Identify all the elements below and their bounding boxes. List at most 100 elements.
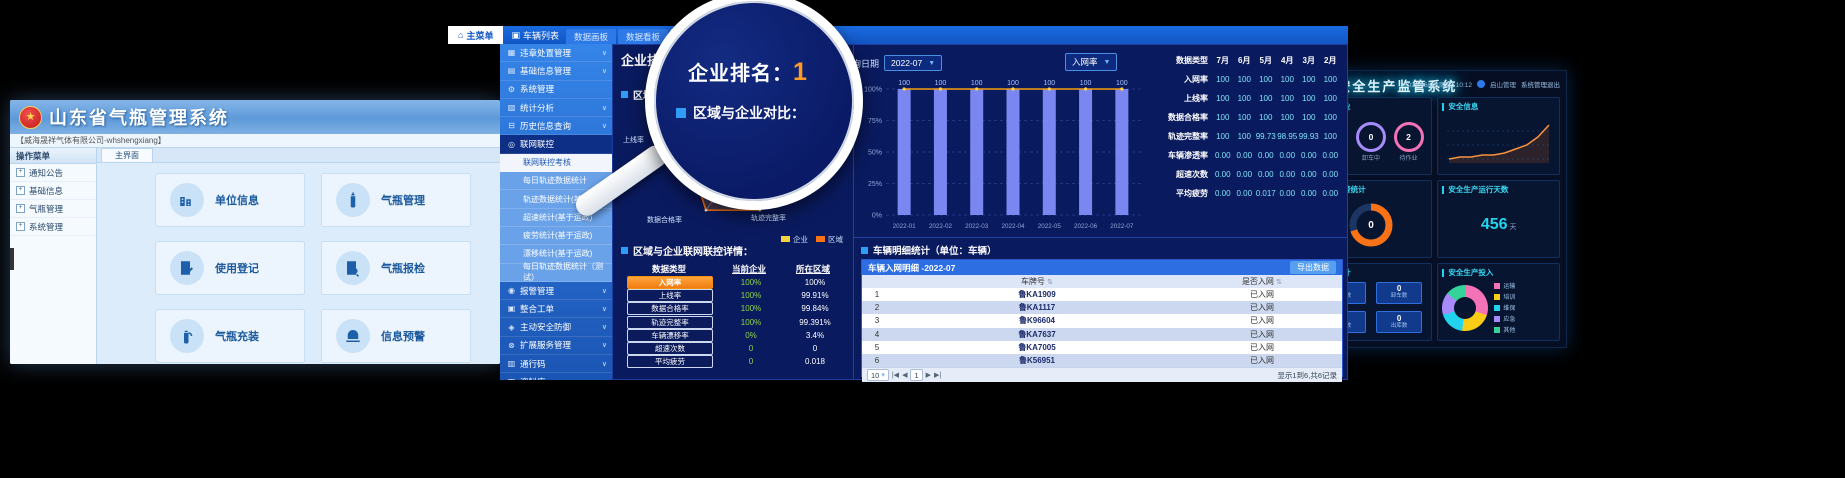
sidebar-item-b-3[interactable]: ⊗ 扩展服务管理 ∨ [500,337,612,356]
sidebar-subitem-1[interactable]: 每日轨迹数据统计 [500,172,612,191]
stat-badge[interactable]: 0 卸车数 [1376,281,1423,304]
row-index: 3 [874,316,880,326]
metric-pill-button[interactable]: 平均疲劳 [627,355,713,369]
legend-item: 应急 [1494,314,1515,323]
legend-item: 培训 [1494,292,1515,301]
company-value: 100% [740,278,762,288]
center-top-bar: ⌂ 主菜单 ▣ 车辆列表 《 数据画板数据看板联网联控考核× [448,26,1348,44]
sidebar-item-b-5[interactable]: ▩ 资料库 ∨ [500,373,612,380]
table-row[interactable]: 1 鲁KA1909 已入网 [862,288,1342,301]
sidebar-item-3[interactable]: + 系统管理 [10,218,96,236]
chevron-down-icon: ∨ [601,287,607,295]
next-page-button[interactable]: ▶ [925,372,932,380]
bullet-icon [621,247,628,254]
menu-label: 基础信息管理 [520,65,572,76]
table-row[interactable]: 2 鲁KA1117 已入网 [862,301,1342,315]
export-data-button[interactable]: 导出数据 [1290,261,1336,274]
menu-icon: ⊟ [508,121,515,131]
logout-button[interactable]: 系统管理退出 [1521,82,1560,89]
ring-value: 2 [1393,121,1424,152]
legend-swatch [816,236,825,242]
menu-label: 整合工单 [520,303,555,314]
sidebar-item-2[interactable]: + 气瓶管理 [10,200,96,218]
query-date-label: 查询日期 [843,58,880,69]
home-card-0[interactable]: 单位信息 [155,173,305,227]
main-menu-button[interactable]: ⌂ 主菜单 [448,26,504,44]
divider-horizontal [853,237,1347,238]
home-card-2[interactable]: 使用登记 [155,241,305,295]
sidebar-item-1[interactable]: + 基础信息 [10,182,96,200]
sidebar-item-b-1[interactable]: ▣ 整合工单 ∨ [500,300,612,319]
menu-label: 违章处置管理 [520,47,572,58]
vehicle-section: 车辆明细统计（单位：车辆） 车辆入网明细 -2022-07 导出数据 车牌号 ⇅… [861,243,1343,383]
tab-main[interactable]: 主界面 [101,148,153,162]
home-card-3[interactable]: 气瓶报检 [321,241,471,295]
month-value: 0.017 [1255,189,1276,198]
last-page-button[interactable]: ▶| [934,372,942,380]
legend-item-1: 区域 [816,234,843,245]
table-row[interactable]: 4 鲁KA7637 已入网 [862,327,1342,341]
legend-swatch [1494,293,1501,300]
metric-pill-button[interactable]: 车辆漂移率 [627,328,713,342]
sidebar-item-b-4[interactable]: ▥ 通行码 ∨ [500,355,612,374]
table-row[interactable]: 3 鲁K96604 已入网 [862,314,1342,327]
sidebar-item-b-0[interactable]: ◉ 报警管理 ∨ [500,282,612,301]
metric-pill-button[interactable]: 轨迹完整率 [627,315,713,329]
tab-1[interactable]: 数据看板 [618,29,669,44]
plate-column-header[interactable]: 车牌号 ⇅ [1020,277,1054,286]
menu-icon: ▨ [507,103,516,113]
sidebar-item-a-0[interactable]: ▦ 违章处置管理 ∨ [500,44,612,63]
table-row[interactable]: 6 鲁K56951 已入网 [862,353,1342,368]
home-icon: ⌂ [458,30,464,40]
metric-pill-button[interactable]: 入网率 [627,276,713,290]
tab-0[interactable]: 数据画板 [566,29,617,44]
prev-page-button[interactable]: ◀ [902,372,908,380]
stat-badge[interactable]: 0 出库数 [1376,311,1423,334]
home-card-1[interactable]: 气瓶管理 [321,173,471,227]
month-value: 100 [1216,113,1230,122]
home-card-4[interactable]: 气瓶充装 [155,309,305,363]
page-input[interactable]: 1 [910,369,923,382]
sidebar-subitem-6[interactable]: 每日轨迹数据统计（测试） [500,262,612,282]
sidebar-item-a-1[interactable]: ▤ 基础信息管理 ∨ [500,62,612,81]
sidebar-subitem-4[interactable]: 疲劳统计(基于运政) [500,226,612,246]
sidebar-item-a-2[interactable]: ⚙ 系统管理 [500,81,612,99]
dashboard-section-2-2: 安全生产投入 运输 培训 维保 应急 其他 [1437,263,1561,341]
sidebar-item-a-4[interactable]: ⊟ 历史信息查询 ∨ [500,117,612,136]
month-table-row: 上线率 100 100 100 100 100 100 [1148,89,1341,108]
sidebar-item-a-5[interactable]: ◎ 联网联控 [500,135,612,154]
menu-label: 报警管理 [520,285,555,296]
first-page-button[interactable]: |◀ [891,372,900,380]
vehicle-table: 车辆入网明细 -2022-07 导出数据 车牌号 ⇅ 是否入网 ⇅ 1 鲁KA19… [861,259,1343,383]
metric-pill-button[interactable]: 上线率 [627,289,713,303]
page-size-select[interactable]: 10 ▾ [867,369,889,382]
sidebar-item-a-3[interactable]: ▨ 统计分析 ∨ [500,99,612,118]
section-title: 安全生产运行天数 [1442,184,1555,195]
menu-label: 联网联控 [520,139,555,150]
panel-collapse-grip[interactable] [10,248,14,270]
vehicle-list-button[interactable]: ▣ 车辆列表 [511,29,559,41]
sidebar-subitem-5[interactable]: 漂移统计(基于运政) [500,245,612,264]
radar-axis-label: 轨迹完整率 [751,215,786,222]
radar-axis-label: 数据合格率 [647,217,682,224]
left-sidebar: 操作菜单 + 通知公告 + 基础信息 + 气瓶管理 + 系统管理 [10,148,97,364]
ring-label: 卸车中 [1361,155,1380,162]
sidebar-subitem-0[interactable]: 联网联控考核 [500,153,612,173]
metric-select[interactable]: 入网率 ▼ [1065,53,1118,71]
home-card-5[interactable]: 信息预警 [321,309,471,363]
status-column-header[interactable]: 是否入网 ⇅ [1241,277,1283,286]
table-row[interactable]: 5 鲁KA7005 已入网 [862,341,1342,354]
radar-legend: 企业 区域 [781,234,843,245]
month-value: 100 [1237,113,1251,122]
invest-pie-wrap: 运输 培训 维保 应急 其他 [1442,281,1555,334]
sidebar-item-0[interactable]: + 通知公告 [10,164,96,182]
metric-pill-button[interactable]: 数据合格率 [627,302,713,316]
query-date-select[interactable]: 2022-07 ▼ [884,55,943,71]
app-title: 山东省气瓶管理系统 [49,108,229,128]
badge-label: 出库数 [1390,322,1408,329]
month-value: 0.00 [1300,170,1317,179]
metric-pill-button[interactable]: 超速次数 [627,342,713,356]
tab-label: 数据看板 [626,31,661,42]
sidebar-item-b-2[interactable]: ◈ 主动安全防御 ∨ [500,318,612,337]
menu-icon: ▥ [507,359,516,369]
